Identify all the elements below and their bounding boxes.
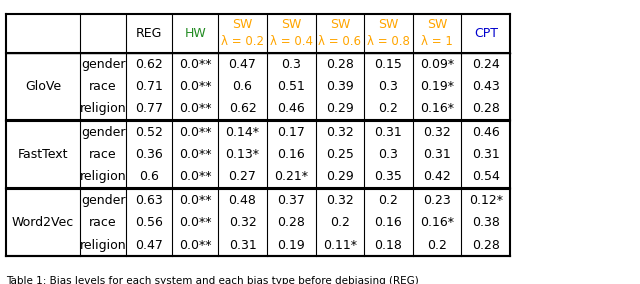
Text: 0.62: 0.62 (135, 58, 163, 71)
Text: gender: gender (81, 194, 125, 207)
Text: 0.6: 0.6 (139, 170, 159, 183)
Text: 0.71: 0.71 (135, 80, 163, 93)
Text: race: race (89, 148, 117, 161)
Text: λ = 0.6: λ = 0.6 (318, 36, 362, 49)
Text: 0.15: 0.15 (374, 58, 403, 71)
Text: 0.28: 0.28 (326, 58, 354, 71)
Text: 0.29: 0.29 (326, 102, 354, 115)
Text: λ = 0.2: λ = 0.2 (221, 36, 264, 49)
Text: λ = 0.8: λ = 0.8 (367, 36, 410, 49)
Text: 0.0**: 0.0** (179, 170, 211, 183)
Text: 0.12*: 0.12* (468, 194, 503, 207)
Text: FastText: FastText (18, 148, 68, 161)
Text: religion: religion (80, 170, 126, 183)
Text: SW: SW (427, 18, 447, 31)
Text: 0.29: 0.29 (326, 170, 354, 183)
Text: 0.2: 0.2 (330, 216, 350, 229)
Text: 0.32: 0.32 (326, 126, 354, 139)
Text: GloVe: GloVe (25, 80, 61, 93)
Text: 0.28: 0.28 (277, 216, 305, 229)
Text: 0.47: 0.47 (135, 239, 163, 252)
Text: CPT: CPT (474, 27, 498, 40)
Text: 0.23: 0.23 (423, 194, 451, 207)
Text: 0.77: 0.77 (135, 102, 163, 115)
Text: 0.31: 0.31 (472, 148, 500, 161)
Text: 0.0**: 0.0** (179, 126, 211, 139)
Text: 0.2: 0.2 (427, 239, 447, 252)
Text: gender: gender (81, 126, 125, 139)
Text: 0.16*: 0.16* (420, 102, 454, 115)
Text: HW: HW (184, 27, 206, 40)
Text: SW: SW (281, 18, 301, 31)
Text: 0.18: 0.18 (374, 239, 403, 252)
Text: SW: SW (378, 18, 399, 31)
Text: 0.0**: 0.0** (179, 239, 211, 252)
Text: 0.56: 0.56 (135, 216, 163, 229)
Text: 0.2: 0.2 (378, 102, 399, 115)
Text: 0.52: 0.52 (135, 126, 163, 139)
Text: 0.51: 0.51 (277, 80, 305, 93)
Text: 0.0**: 0.0** (179, 216, 211, 229)
Text: 0.3: 0.3 (378, 80, 399, 93)
Text: 0.28: 0.28 (472, 239, 500, 252)
Text: 0.39: 0.39 (326, 80, 354, 93)
Text: λ = 1: λ = 1 (421, 36, 453, 49)
Text: 0.0**: 0.0** (179, 58, 211, 71)
Text: 0.46: 0.46 (277, 102, 305, 115)
Text: 0.37: 0.37 (277, 194, 305, 207)
Text: 0.13*: 0.13* (225, 148, 260, 161)
Text: 0.35: 0.35 (374, 170, 403, 183)
Text: 0.19*: 0.19* (420, 80, 454, 93)
Text: 0.54: 0.54 (472, 170, 500, 183)
Text: 0.24: 0.24 (472, 58, 500, 71)
Text: 0.31: 0.31 (374, 126, 403, 139)
Text: 0.3: 0.3 (281, 58, 301, 71)
Text: 0.14*: 0.14* (225, 126, 260, 139)
Text: 0.0**: 0.0** (179, 80, 211, 93)
Text: 0.32: 0.32 (228, 216, 257, 229)
Text: 0.3: 0.3 (378, 148, 399, 161)
Text: religion: religion (80, 239, 126, 252)
Text: 0.32: 0.32 (423, 126, 451, 139)
Text: Word2Vec: Word2Vec (12, 216, 74, 229)
Text: REG: REG (136, 27, 163, 40)
Text: 0.0**: 0.0** (179, 102, 211, 115)
Text: 0.16: 0.16 (374, 216, 403, 229)
Text: religion: religion (80, 102, 126, 115)
Text: 0.48: 0.48 (228, 194, 257, 207)
Text: 0.16*: 0.16* (420, 216, 454, 229)
Text: 0.25: 0.25 (326, 148, 354, 161)
Text: race: race (89, 216, 117, 229)
Text: SW: SW (232, 18, 253, 31)
Text: 0.43: 0.43 (472, 80, 500, 93)
Text: SW: SW (330, 18, 350, 31)
Text: Table 1: Bias levels for each system and each bias type before debiasing (REG): Table 1: Bias levels for each system and… (6, 276, 419, 284)
Text: 0.62: 0.62 (228, 102, 257, 115)
Text: 0.17: 0.17 (277, 126, 305, 139)
Text: 0.38: 0.38 (472, 216, 500, 229)
Text: 0.63: 0.63 (135, 194, 163, 207)
Text: 0.0**: 0.0** (179, 194, 211, 207)
Text: 0.36: 0.36 (135, 148, 163, 161)
Text: 0.42: 0.42 (423, 170, 451, 183)
Text: 0.6: 0.6 (232, 80, 253, 93)
Text: 0.27: 0.27 (228, 170, 257, 183)
Text: 0.32: 0.32 (326, 194, 354, 207)
Text: 0.09*: 0.09* (420, 58, 454, 71)
Text: 0.31: 0.31 (228, 239, 257, 252)
Text: race: race (89, 80, 117, 93)
Text: 0.31: 0.31 (423, 148, 451, 161)
Text: 0.0**: 0.0** (179, 148, 211, 161)
Text: 0.2: 0.2 (378, 194, 399, 207)
Text: 0.16: 0.16 (277, 148, 305, 161)
Text: 0.47: 0.47 (228, 58, 257, 71)
Text: 0.21*: 0.21* (274, 170, 308, 183)
Text: 0.46: 0.46 (472, 126, 500, 139)
Text: gender: gender (81, 58, 125, 71)
Text: 0.28: 0.28 (472, 102, 500, 115)
Text: 0.11*: 0.11* (323, 239, 357, 252)
Text: 0.19: 0.19 (277, 239, 305, 252)
Text: λ = 0.4: λ = 0.4 (269, 36, 313, 49)
